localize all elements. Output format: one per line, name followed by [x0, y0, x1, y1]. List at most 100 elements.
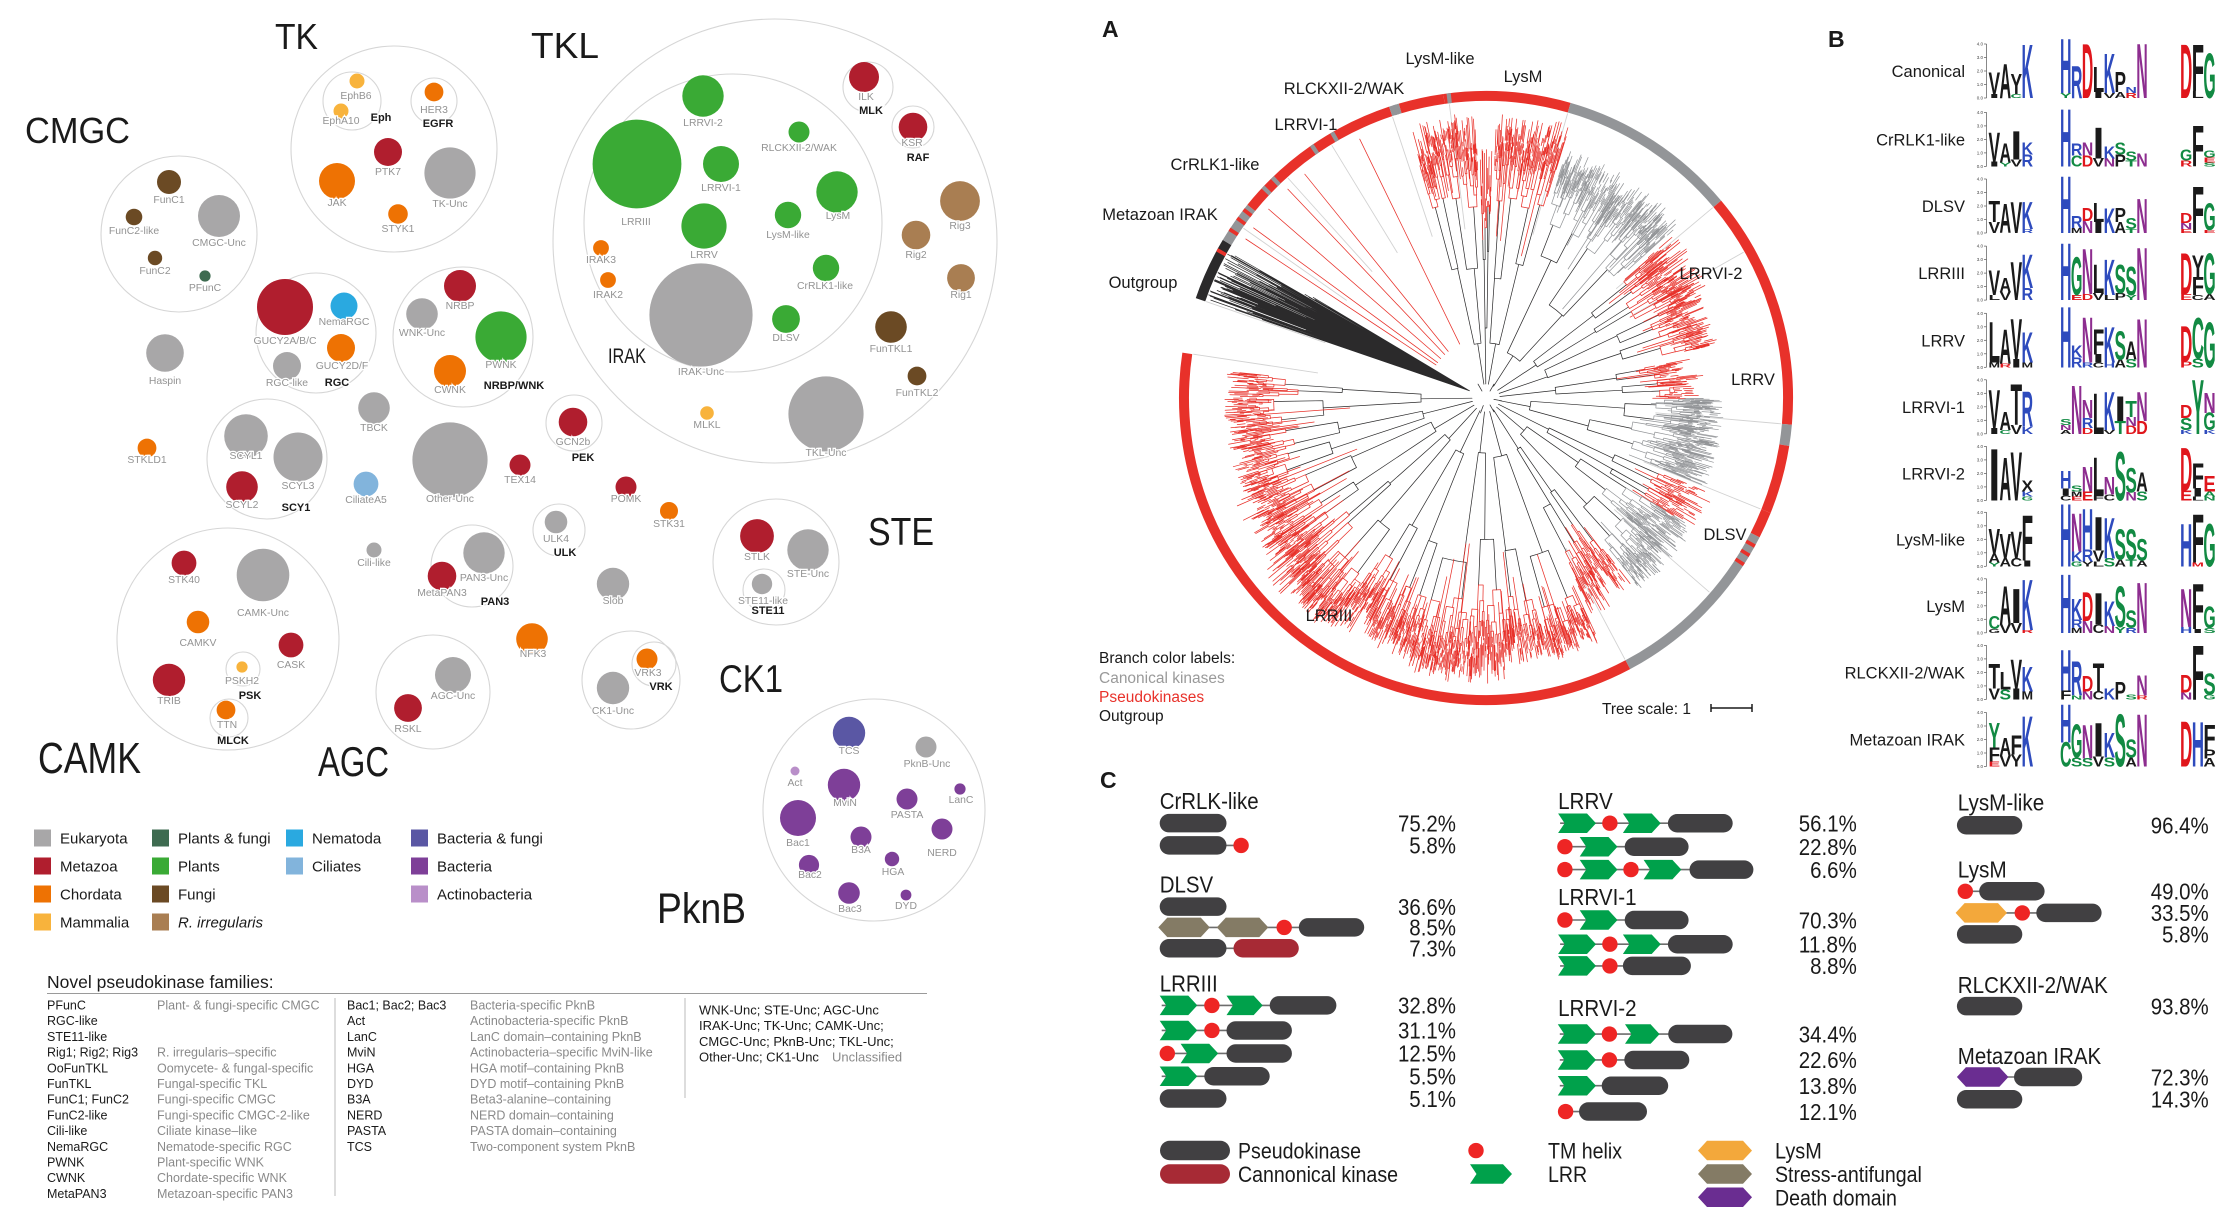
svg-text:D: D	[2082, 292, 2094, 302]
svg-text:L: L	[2104, 293, 2117, 302]
svg-text:F: F	[2093, 321, 2105, 362]
svg-text:MetaPAN3: MetaPAN3	[47, 1187, 107, 1201]
svg-text:F: F	[2192, 32, 2204, 106]
svg-text:V: V	[1989, 522, 2001, 561]
svg-text:G: G	[2071, 245, 2083, 307]
svg-text:4.0: 4.0	[1977, 643, 1984, 648]
svg-text:4.0: 4.0	[1977, 311, 1984, 316]
svg-text:F: F	[2192, 114, 2204, 179]
svg-text:Rig1; Rig2; Rig3: Rig1; Rig2; Rig3	[47, 1046, 138, 1060]
svg-text:Metazoan IRAK: Metazoan IRAK	[1102, 206, 1218, 224]
svg-text:L: L	[2192, 90, 2204, 101]
svg-text:1.0: 1.0	[1977, 284, 1984, 289]
svg-text:CAMK-Unc: CAMK-Unc	[237, 608, 289, 619]
svg-text:32.8%: 32.8%	[1398, 993, 1456, 1019]
svg-text:Actinobacteria: Actinobacteria	[437, 887, 533, 904]
svg-text:NFK3: NFK3	[520, 649, 547, 660]
svg-text:V: V	[2093, 292, 2105, 303]
svg-text:I: I	[2192, 486, 2204, 499]
svg-text:Two-component system PknB: Two-component system PknB	[470, 1140, 635, 1154]
svg-text:FunC2: FunC2	[139, 266, 170, 277]
svg-text:LysM: LysM	[1958, 856, 2007, 882]
svg-text:V: V	[2093, 156, 2105, 169]
svg-text:N: N	[2071, 695, 2083, 701]
svg-text:F: F	[2203, 719, 2215, 758]
svg-text:V: V	[2011, 650, 2023, 697]
svg-text:G: G	[2203, 692, 2216, 701]
svg-text:H: H	[2060, 228, 2072, 318]
svg-text:A: A	[2203, 757, 2216, 770]
svg-text:CK1: CK1	[719, 658, 783, 701]
svg-text:36.6%: 36.6%	[1398, 894, 1456, 920]
svg-text:8.8%: 8.8%	[1810, 953, 1857, 979]
svg-text:K: K	[2071, 549, 2083, 565]
svg-text:R: R	[2125, 91, 2138, 100]
svg-text:Y: Y	[2115, 625, 2127, 635]
svg-text:DLSV: DLSV	[1922, 198, 1965, 216]
svg-text:F: F	[2011, 730, 2023, 761]
svg-text:V: V	[2011, 192, 2023, 243]
svg-text:LRRV: LRRV	[690, 250, 718, 261]
svg-text:Act: Act	[347, 1014, 366, 1028]
svg-text:T: T	[2125, 229, 2138, 235]
svg-text:0.0: 0.0	[1977, 697, 1984, 702]
svg-text:M: M	[2071, 626, 2083, 635]
svg-text:S: S	[2125, 521, 2137, 569]
svg-text:G: G	[1989, 629, 2002, 635]
svg-text:T: T	[2093, 654, 2105, 700]
svg-text:F: F	[1989, 745, 2001, 767]
svg-text:MviN: MviN	[347, 1046, 375, 1060]
svg-text:F: F	[2192, 455, 2204, 496]
svg-text:V: V	[2000, 621, 2012, 636]
svg-text:P: P	[2115, 678, 2127, 705]
svg-text:M: M	[2192, 562, 2205, 568]
svg-text:72.3%: 72.3%	[2151, 1064, 2209, 1090]
svg-text:Slob: Slob	[603, 596, 624, 607]
svg-text:N: N	[2136, 149, 2148, 170]
svg-text:GUCY2A/B/C: GUCY2A/B/C	[254, 336, 317, 347]
svg-text:V: V	[2000, 754, 2012, 771]
svg-text:T: T	[2011, 373, 2023, 438]
svg-text:P: P	[2115, 67, 2127, 99]
svg-text:A: A	[2000, 275, 2012, 297]
svg-text:A: A	[2203, 489, 2215, 498]
svg-text:R: R	[2082, 360, 2095, 369]
svg-text:CMGC-Unc; PknB-Unc; TKL-Unc;: CMGC-Unc; PknB-Unc; TKL-Unc;	[699, 1034, 894, 1049]
svg-text:EphB6: EphB6	[340, 91, 371, 102]
svg-text:Ciliates: Ciliates	[312, 859, 361, 876]
svg-text:N: N	[2071, 501, 2083, 563]
svg-text:1.0: 1.0	[1977, 617, 1984, 622]
svg-text:S: S	[2125, 734, 2137, 764]
svg-text:2.0: 2.0	[1977, 603, 1984, 608]
svg-text:R: R	[2071, 139, 2083, 159]
svg-text:Plant-specific WNK: Plant-specific WNK	[157, 1156, 265, 1170]
svg-text:I: I	[2093, 117, 2105, 168]
svg-text:Bacteria & fungi: Bacteria & fungi	[437, 831, 543, 848]
svg-text:A: A	[2115, 220, 2127, 237]
svg-text:0.0: 0.0	[1977, 298, 1984, 303]
svg-text:V: V	[2000, 290, 2012, 303]
svg-text:R: R	[2022, 629, 2037, 634]
svg-text:S: S	[2000, 687, 2012, 703]
svg-text:I: I	[2093, 90, 2105, 100]
svg-text:C: C	[2071, 153, 2083, 170]
svg-text:TM helix: TM helix	[1548, 1139, 1622, 1164]
svg-text:K: K	[2104, 202, 2116, 241]
svg-text:N: N	[2104, 156, 2116, 169]
svg-text:LysM: LysM	[1926, 598, 1965, 616]
svg-text:A: A	[2115, 357, 2127, 370]
svg-text:G: G	[2180, 147, 2192, 164]
svg-text:2.0: 2.0	[1977, 338, 1984, 343]
svg-text:6.6%: 6.6%	[1810, 857, 1857, 883]
svg-text:CrRLK1-like: CrRLK1-like	[1171, 156, 1260, 174]
svg-text:I: I	[1989, 426, 2001, 436]
svg-text:S: S	[2115, 322, 2127, 368]
svg-text:L: L	[2192, 496, 2206, 502]
svg-text:MLCK: MLCK	[217, 735, 249, 747]
svg-text:Ciliate kinase–like: Ciliate kinase–like	[157, 1124, 257, 1138]
svg-text:N: N	[2125, 85, 2137, 95]
svg-text:D: D	[2082, 583, 2094, 630]
svg-text:B: B	[1828, 26, 1845, 52]
svg-text:R: R	[2180, 158, 2194, 168]
svg-text:LanC: LanC	[949, 795, 974, 806]
